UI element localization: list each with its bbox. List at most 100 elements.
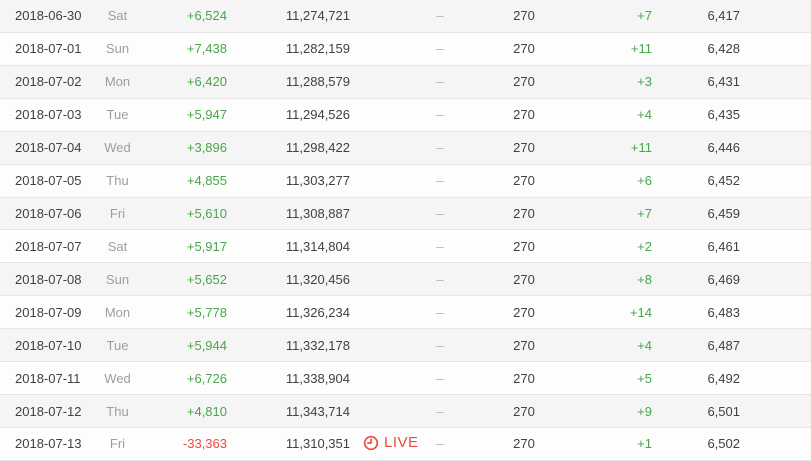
- date-cell: 2018-07-06: [15, 205, 82, 221]
- metric-c-change-cell: +3: [637, 74, 652, 90]
- day-of-week-cell: Sun: [105, 271, 130, 287]
- running-total-cell: 11,310,351: [285, 436, 350, 452]
- separator-dash-cell: –: [436, 370, 444, 386]
- table-row: 2018-07-02 Mon +6,420 11,288,579 LIVE – …: [0, 65, 811, 99]
- table-row: 2018-07-09 Mon +5,778 11,326,234 LIVE – …: [0, 296, 811, 330]
- separator-dash-cell: –: [436, 271, 444, 287]
- metric-c-change-cell: +5: [637, 370, 652, 386]
- date-cell: 2018-07-12: [15, 403, 82, 419]
- running-total-cell: 11,308,887: [285, 205, 350, 221]
- metric-c-total-cell: 6,483: [707, 304, 740, 320]
- live-badge[interactable]: LIVE: [363, 434, 419, 451]
- metric-b-total-cell: 270: [513, 8, 535, 24]
- metric-c-total-cell: 6,452: [707, 173, 740, 189]
- table-row: 2018-06-30 Sat +6,524 11,274,721 LIVE – …: [0, 0, 811, 33]
- date-cell: 2018-07-02: [15, 74, 82, 90]
- separator-dash-cell: –: [436, 107, 444, 123]
- separator-dash-cell: –: [436, 304, 444, 320]
- day-of-week-cell: Sat: [107, 238, 128, 254]
- metric-c-change-cell: +9: [637, 403, 652, 419]
- separator-dash-cell: –: [436, 8, 444, 24]
- metric-c-total-cell: 6,446: [707, 140, 740, 156]
- metric-c-total-cell: 6,428: [707, 41, 740, 57]
- separator-dash-cell: –: [436, 140, 444, 156]
- clock-icon: [363, 435, 379, 450]
- date-cell: 2018-07-10: [15, 337, 82, 353]
- metric-c-change-cell: +14: [629, 304, 652, 320]
- running-total-cell: 11,314,804: [285, 238, 350, 254]
- running-total-cell: 11,332,178: [285, 337, 350, 353]
- running-total-cell: 11,288,579: [285, 74, 350, 90]
- metric-c-change-cell: +6: [637, 173, 652, 189]
- metric-c-change-cell: +8: [637, 271, 652, 287]
- date-cell: 2018-07-07: [15, 238, 82, 254]
- metric-b-total-cell: 270: [513, 238, 535, 254]
- metric-c-total-cell: 6,417: [707, 8, 740, 24]
- running-total-cell: 11,303,277: [285, 173, 350, 189]
- metric-b-total-cell: 270: [513, 370, 535, 386]
- metric-c-change-cell: +11: [630, 140, 652, 156]
- day-of-week-cell: Fri: [109, 205, 126, 221]
- table-row: 2018-07-03 Tue +5,947 11,294,526 LIVE – …: [0, 98, 811, 132]
- metric-b-total-cell: 270: [513, 140, 535, 156]
- separator-dash-cell: –: [436, 205, 444, 221]
- table-row: 2018-07-07 Sat +5,917 11,314,804 LIVE – …: [0, 230, 811, 264]
- daily-change-cell: +5,917: [186, 238, 227, 254]
- date-cell: 2018-07-01: [15, 41, 82, 57]
- date-cell: 2018-07-05: [15, 173, 82, 189]
- day-of-week-cell: Mon: [104, 304, 131, 320]
- day-of-week-cell: Wed: [104, 370, 131, 386]
- metric-b-total-cell: 270: [513, 304, 535, 320]
- metric-c-change-cell: +2: [637, 238, 652, 254]
- running-total-cell: 11,282,159: [285, 41, 350, 57]
- metric-b-total-cell: 270: [513, 173, 535, 189]
- metric-b-total-cell: 270: [513, 205, 535, 221]
- live-label: LIVE: [384, 434, 419, 452]
- running-total-cell: 11,274,721: [285, 8, 350, 24]
- running-total-cell: 11,338,904: [285, 370, 350, 386]
- separator-dash-cell: –: [436, 74, 444, 90]
- metric-c-total-cell: 6,501: [707, 403, 740, 419]
- table-row: 2018-07-13 Fri -33,363 11,310,351 LIVE –…: [0, 427, 811, 461]
- daily-change-cell: +3,896: [186, 140, 227, 156]
- date-cell: 2018-06-30: [15, 8, 82, 24]
- daily-change-cell: +5,610: [186, 205, 227, 221]
- separator-dash-cell: –: [436, 403, 444, 419]
- running-total-cell: 11,343,714: [285, 403, 350, 419]
- table-row: 2018-07-05 Thu +4,855 11,303,277 LIVE – …: [0, 164, 811, 198]
- running-total-cell: 11,294,526: [285, 107, 350, 123]
- day-of-week-cell: Thu: [106, 403, 129, 419]
- daily-change-cell: +4,855: [186, 173, 227, 189]
- date-cell: 2018-07-13: [15, 436, 82, 452]
- metric-b-total-cell: 270: [513, 41, 535, 57]
- daily-change-cell: +5,778: [186, 304, 227, 320]
- day-of-week-cell: Wed: [104, 140, 131, 156]
- table-row: 2018-07-08 Sun +5,652 11,320,456 LIVE – …: [0, 263, 811, 297]
- metric-c-total-cell: 6,487: [707, 337, 740, 353]
- table-row: 2018-07-01 Sun +7,438 11,282,159 LIVE – …: [0, 32, 811, 66]
- table-row: 2018-07-06 Fri +5,610 11,308,887 LIVE – …: [0, 197, 811, 231]
- metric-b-total-cell: 270: [513, 271, 535, 287]
- daily-change-cell: +6,420: [186, 74, 227, 90]
- running-total-cell: 11,326,234: [285, 304, 350, 320]
- day-of-week-cell: Sat: [107, 8, 128, 24]
- running-total-cell: 11,298,422: [285, 140, 350, 156]
- daily-change-cell: +7,438: [186, 41, 227, 57]
- day-of-week-cell: Thu: [106, 173, 129, 189]
- day-of-week-cell: Tue: [106, 107, 129, 123]
- separator-dash-cell: –: [436, 238, 444, 254]
- live-indicator-cell: LIVE: [355, 434, 430, 454]
- table-row: 2018-07-10 Tue +5,944 11,332,178 LIVE – …: [0, 329, 811, 363]
- separator-dash-cell: –: [436, 173, 444, 189]
- metric-c-change-cell: +1: [637, 436, 652, 452]
- daily-change-cell: +5,944: [186, 337, 227, 353]
- metric-c-change-cell: +7: [637, 205, 652, 221]
- metric-c-total-cell: 6,459: [707, 205, 740, 221]
- day-of-week-cell: Mon: [104, 74, 131, 90]
- metric-c-change-cell: +11: [630, 41, 652, 57]
- metric-c-change-cell: +4: [637, 107, 652, 123]
- table-row: 2018-07-11 Wed +6,726 11,338,904 LIVE – …: [0, 362, 811, 396]
- metric-c-total-cell: 6,431: [707, 74, 740, 90]
- separator-dash-cell: –: [436, 337, 444, 353]
- daily-change-cell: +5,947: [186, 107, 227, 123]
